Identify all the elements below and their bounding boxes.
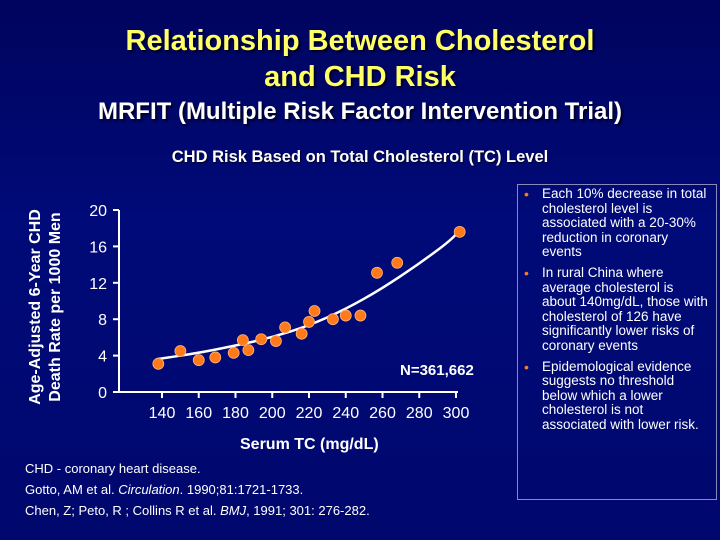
data-point	[371, 266, 383, 279]
footnote-reference-1: Gotto, AM et al. Circulation. 1990;81:17…	[25, 482, 304, 497]
x-tick-label: 280	[406, 405, 433, 422]
x-tick-label: 260	[369, 405, 396, 422]
sample-size-annotation: N=361,662	[400, 362, 474, 379]
slide-title-line1: Relationship Between Cholesterol	[125, 25, 595, 57]
data-point	[242, 344, 255, 357]
key-point-text: In rural China where average cholesterol…	[542, 264, 708, 353]
data-point	[174, 345, 187, 357]
key-point: • Epidemological evidence suggests no th…	[524, 358, 710, 433]
y-tick-label: 4	[98, 349, 107, 366]
y-tick-label: 16	[89, 239, 107, 256]
fit-curve-group	[156, 226, 463, 361]
x-tick-label: 140	[149, 405, 176, 422]
x-tick-label: 180	[222, 405, 249, 422]
data-point	[303, 316, 315, 328]
x-tick-label: 160	[185, 405, 212, 422]
x-tick-label: 240	[332, 405, 359, 422]
key-points-panel: • Each 10% decrease in total cholesterol…	[517, 184, 717, 500]
data-point	[192, 354, 205, 367]
data-point	[339, 309, 352, 322]
fit-curve	[156, 226, 463, 361]
data-point	[279, 321, 292, 334]
y-tick-label: 20	[89, 203, 107, 220]
data-point	[354, 309, 367, 322]
footnote-abbreviation: CHD - coronary heart disease.	[25, 461, 201, 476]
slide-subtitle: MRFIT (Multiple Risk Factor Intervention…	[97, 98, 623, 125]
data-point	[255, 333, 268, 346]
bullet-icon: •	[524, 264, 529, 281]
bullet-icon: •	[524, 358, 529, 375]
x-tick-label: 300	[443, 405, 470, 422]
key-point-text: Epidemological evidence suggests no thre…	[542, 358, 699, 432]
data-point	[453, 225, 466, 238]
data-point	[391, 256, 404, 269]
data-point	[236, 334, 249, 347]
axes: 0 4 8 12 16 20 140 160 180 200 220 240 260 280 300	[89, 203, 469, 422]
key-point: • Each 10% decrease in total cholesterol…	[524, 186, 710, 260]
footnotes: CHD - coronary heart disease. Gotto, AM …	[25, 458, 370, 521]
data-point	[209, 351, 222, 364]
x-axis-label: Serum TC (mg/dL)	[240, 436, 379, 453]
data-points	[152, 225, 466, 370]
data-point	[295, 327, 308, 340]
footnote-reference-2: Chen, Z; Peto, R ; Collins R et al. BMJ,…	[25, 503, 370, 518]
chart-title: CHD Risk Based on Total Cholesterol (TC)…	[171, 148, 549, 166]
key-point-text: Each 10% decrease in total cholesterol l…	[542, 186, 707, 260]
data-point	[227, 346, 240, 359]
data-point	[308, 305, 321, 317]
y-tick-label: 0	[98, 385, 107, 402]
data-point	[326, 313, 339, 326]
data-point	[270, 335, 282, 347]
bullet-icon: •	[524, 186, 529, 202]
y-tick-label: 12	[89, 276, 107, 293]
key-point: • In rural China where average cholester…	[524, 264, 710, 354]
x-tick-label: 200	[259, 405, 286, 422]
data-point	[152, 357, 165, 370]
y-tick-label: 8	[98, 312, 107, 329]
slide-title-line2: and CHD Risk	[264, 61, 456, 93]
x-tick-label: 220	[296, 405, 323, 422]
